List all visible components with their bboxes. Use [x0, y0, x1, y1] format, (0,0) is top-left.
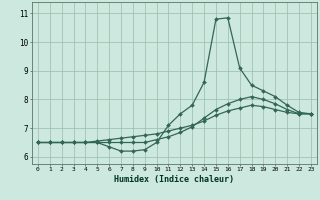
- X-axis label: Humidex (Indice chaleur): Humidex (Indice chaleur): [115, 175, 234, 184]
